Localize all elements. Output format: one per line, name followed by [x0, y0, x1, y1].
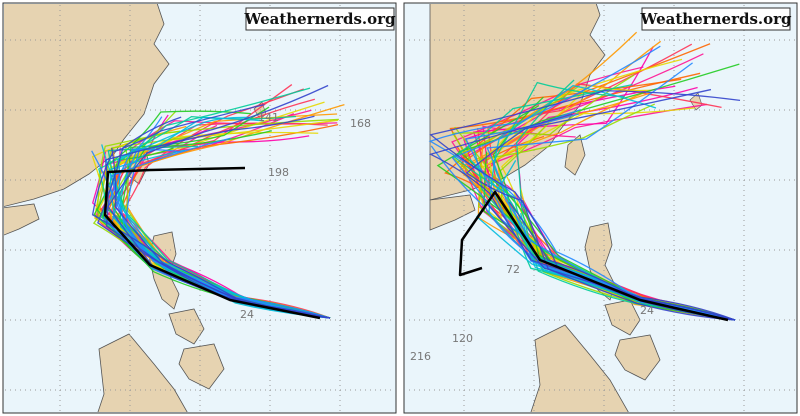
- mean-track: [458, 190, 729, 322]
- mean-track: [103, 166, 321, 320]
- ensemble-track: [110, 116, 331, 319]
- watermark-box: [641, 7, 791, 31]
- forecast-hour-label: 72: [506, 263, 520, 276]
- ensemble-track: [465, 88, 736, 321]
- ensemble-track: [428, 113, 736, 321]
- watermark: Weathernerds.org: [243, 10, 396, 28]
- forecast-hour-label: 216: [410, 350, 431, 363]
- watermark-box: [245, 7, 395, 31]
- forecast-hour-label: 120: [452, 332, 473, 345]
- forecast-hour-label: 24: [240, 308, 254, 321]
- forecast-hour-label: 24: [640, 304, 654, 317]
- left-panel: 141 168 198 24 Weathernerds.org: [2, 2, 397, 414]
- watermark: Weathernerds.org: [639, 10, 792, 28]
- forecast-hour-label: 141: [258, 111, 279, 124]
- ensemble-track: [515, 79, 736, 321]
- forecast-hour-label: 168: [350, 117, 371, 130]
- right-panel: 72 216 120 24 Weathernerds.org: [403, 2, 798, 414]
- forecast-hour-label: 198: [268, 166, 289, 179]
